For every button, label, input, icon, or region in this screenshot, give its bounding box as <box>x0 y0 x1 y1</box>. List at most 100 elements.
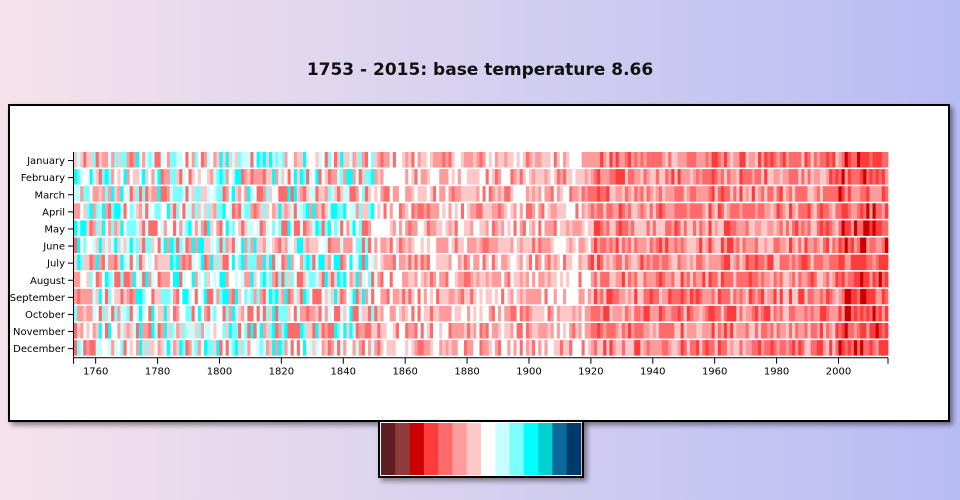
heatmap-cell <box>569 254 573 271</box>
heatmap-cell <box>256 323 261 339</box>
heatmap-cell <box>804 323 808 339</box>
heatmap-cell <box>878 323 883 339</box>
heatmap-cell <box>244 271 248 288</box>
heatmap-cell <box>216 237 220 253</box>
heatmap-cell <box>727 323 731 339</box>
heatmap-cell <box>532 186 536 202</box>
heatmap-cell <box>485 271 490 288</box>
heatmap-cell <box>714 254 719 271</box>
heatmap-cell <box>832 271 836 288</box>
heatmap-cell <box>563 203 567 219</box>
heatmap-cell <box>519 271 524 288</box>
heatmap-cell <box>191 323 196 339</box>
heatmap-cell <box>816 340 821 356</box>
heatmap-cell <box>850 237 855 253</box>
heatmap-cell <box>157 271 162 288</box>
heatmap-cell <box>745 254 750 271</box>
heatmap-cell <box>327 340 332 356</box>
heatmap-cell <box>333 220 338 236</box>
heatmap-cell <box>244 186 248 202</box>
heatmap-cell <box>303 152 307 168</box>
heatmap-cell <box>154 271 158 288</box>
heatmap-cell <box>296 220 301 236</box>
heatmap-cell <box>603 305 607 322</box>
heatmap-cell <box>129 220 134 236</box>
heatmap-cell <box>315 271 319 288</box>
x-tick-label: 1880 <box>454 367 479 378</box>
heatmap-cell <box>299 305 304 322</box>
heatmap-cell <box>358 305 363 322</box>
heatmap-cell <box>182 152 186 168</box>
heatmap-cell <box>606 152 610 168</box>
heatmap-cell <box>145 288 149 305</box>
heatmap-cell <box>306 340 310 356</box>
heatmap-cell <box>841 271 846 288</box>
heatmap-cell <box>522 305 527 322</box>
heatmap-cell <box>142 340 146 356</box>
heatmap-cell <box>358 254 363 271</box>
heatmap-cell <box>80 169 84 185</box>
heatmap-cell <box>414 271 418 288</box>
heatmap-cell <box>253 220 258 236</box>
heatmap-cell <box>148 152 152 168</box>
heatmap-cell <box>352 220 357 236</box>
heatmap-cell <box>563 323 567 339</box>
heatmap-cell <box>77 254 81 271</box>
heatmap-cell <box>637 237 641 253</box>
heatmap-cell <box>386 169 391 185</box>
heatmap-cell <box>884 152 889 168</box>
heatmap-cell <box>287 254 292 271</box>
heatmap-cell <box>853 323 858 339</box>
heatmap-cell <box>671 271 675 288</box>
heatmap-cell <box>343 220 347 236</box>
heatmap-cell <box>751 220 756 236</box>
heatmap-cell <box>878 152 883 168</box>
heatmap-cell <box>519 203 524 219</box>
heatmap-cell <box>699 340 703 356</box>
heatmap-cell <box>417 169 422 185</box>
heatmap-cell <box>463 237 468 253</box>
heatmap-cell <box>844 169 849 185</box>
heatmap-cell <box>785 271 790 288</box>
heatmap-cell <box>303 305 307 322</box>
heatmap-cell <box>460 169 465 185</box>
heatmap-cell <box>374 323 378 339</box>
heatmap-cell <box>875 169 880 185</box>
heatmap-cell <box>779 186 784 202</box>
heatmap-cell <box>844 271 849 288</box>
heatmap-cell <box>463 271 468 288</box>
heatmap-cell <box>866 152 870 168</box>
heatmap-cell <box>869 323 873 339</box>
heatmap-cell <box>299 203 304 219</box>
heatmap-cell <box>832 340 836 356</box>
heatmap-cell <box>550 271 555 288</box>
heatmap-cell <box>677 237 682 253</box>
heatmap-cell <box>114 271 118 288</box>
heatmap-cell <box>785 169 790 185</box>
heatmap-cell <box>200 323 205 339</box>
heatmap-cell <box>247 186 251 202</box>
heatmap-cell <box>482 323 487 339</box>
heatmap-cell <box>668 305 672 322</box>
heatmap-cell <box>442 152 446 168</box>
heatmap-cell <box>272 305 276 322</box>
heatmap-cell <box>380 271 384 288</box>
heatmap-cell <box>590 323 595 339</box>
heatmap-cell <box>426 288 431 305</box>
heatmap-cell <box>559 237 564 253</box>
heatmap-cell <box>556 340 561 356</box>
heatmap-cell <box>241 340 245 356</box>
heatmap-cell <box>847 340 852 356</box>
heatmap-cell <box>866 305 870 322</box>
heatmap-cell <box>420 254 425 271</box>
heatmap-cell <box>275 203 279 219</box>
heatmap-cell <box>528 305 533 322</box>
heatmap-cell <box>402 169 406 185</box>
heatmap-cell <box>587 169 592 185</box>
heatmap-cell <box>776 169 781 185</box>
heatmap-cell <box>299 220 304 236</box>
heatmap-cell <box>89 203 93 219</box>
heatmap-cell <box>163 237 168 253</box>
heatmap-cell <box>380 169 384 185</box>
heatmap-cell <box>767 288 771 305</box>
